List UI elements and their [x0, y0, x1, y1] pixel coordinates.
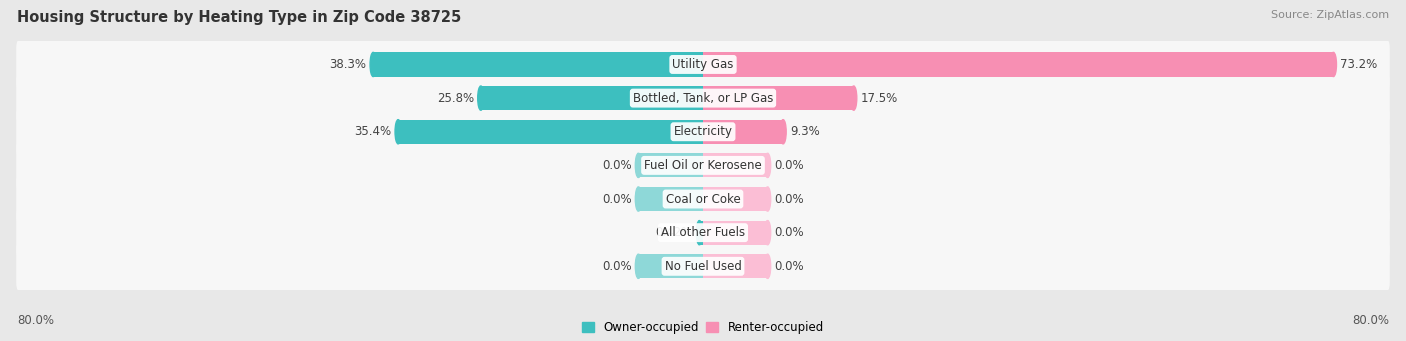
Bar — [703, 153, 768, 178]
FancyBboxPatch shape — [17, 108, 1389, 155]
Bar — [398, 120, 703, 144]
Text: 0.0%: 0.0% — [602, 260, 631, 273]
Text: 80.0%: 80.0% — [17, 314, 53, 327]
FancyBboxPatch shape — [17, 41, 1389, 88]
FancyBboxPatch shape — [17, 74, 1389, 122]
Circle shape — [780, 120, 786, 144]
Text: Fuel Oil or Kerosene: Fuel Oil or Kerosene — [644, 159, 762, 172]
Circle shape — [765, 187, 770, 211]
Text: 25.8%: 25.8% — [437, 92, 474, 105]
Text: 9.3%: 9.3% — [790, 125, 820, 138]
Text: All other Fuels: All other Fuels — [661, 226, 745, 239]
Text: 80.0%: 80.0% — [1353, 314, 1389, 327]
Circle shape — [395, 120, 401, 144]
Text: Bottled, Tank, or LP Gas: Bottled, Tank, or LP Gas — [633, 92, 773, 105]
Text: 0.0%: 0.0% — [775, 159, 804, 172]
Circle shape — [765, 153, 770, 178]
Text: 0.0%: 0.0% — [775, 226, 804, 239]
Bar — [703, 120, 783, 144]
Text: 17.5%: 17.5% — [860, 92, 898, 105]
Circle shape — [636, 254, 641, 278]
Text: 0.0%: 0.0% — [602, 193, 631, 206]
Circle shape — [851, 86, 856, 110]
Bar — [703, 86, 853, 110]
FancyBboxPatch shape — [17, 142, 1389, 189]
Circle shape — [696, 221, 703, 245]
Bar — [703, 221, 768, 245]
FancyBboxPatch shape — [17, 175, 1389, 223]
Circle shape — [636, 187, 641, 211]
FancyBboxPatch shape — [17, 209, 1389, 256]
Text: 0.42%: 0.42% — [655, 226, 693, 239]
Legend: Owner-occupied, Renter-occupied: Owner-occupied, Renter-occupied — [578, 316, 828, 339]
Text: Utility Gas: Utility Gas — [672, 58, 734, 71]
Text: Housing Structure by Heating Type in Zip Code 38725: Housing Structure by Heating Type in Zip… — [17, 10, 461, 25]
Text: 73.2%: 73.2% — [1340, 58, 1378, 71]
Circle shape — [765, 221, 770, 245]
Text: 35.4%: 35.4% — [354, 125, 391, 138]
Bar — [638, 153, 703, 178]
Text: Source: ZipAtlas.com: Source: ZipAtlas.com — [1271, 10, 1389, 20]
Text: 0.0%: 0.0% — [775, 193, 804, 206]
Circle shape — [1330, 53, 1337, 77]
Circle shape — [765, 254, 770, 278]
Text: Coal or Coke: Coal or Coke — [665, 193, 741, 206]
Circle shape — [370, 53, 377, 77]
Bar — [703, 53, 1333, 77]
Text: No Fuel Used: No Fuel Used — [665, 260, 741, 273]
Text: 0.0%: 0.0% — [602, 159, 631, 172]
Text: 0.0%: 0.0% — [775, 260, 804, 273]
Bar — [638, 187, 703, 211]
Bar — [699, 221, 703, 245]
FancyBboxPatch shape — [17, 242, 1389, 290]
Bar — [481, 86, 703, 110]
Bar — [373, 53, 703, 77]
Circle shape — [478, 86, 484, 110]
Bar — [703, 254, 768, 278]
Circle shape — [636, 153, 641, 178]
Bar — [638, 254, 703, 278]
Text: 38.3%: 38.3% — [329, 58, 367, 71]
Text: Electricity: Electricity — [673, 125, 733, 138]
Bar — [703, 187, 768, 211]
